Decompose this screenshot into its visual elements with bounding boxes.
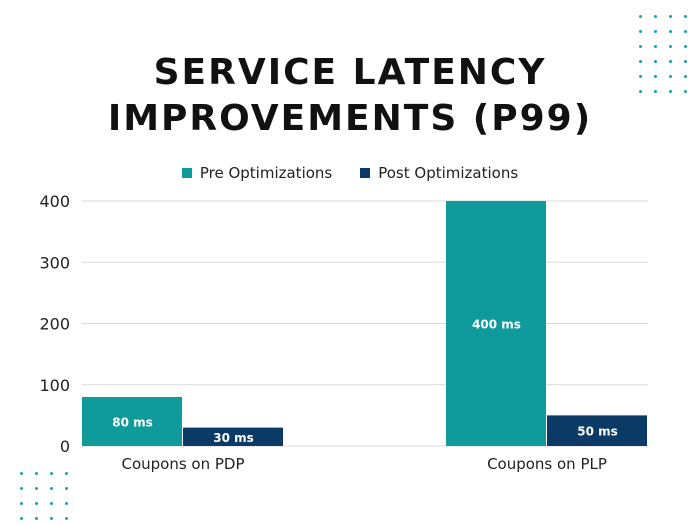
chart-title-line-1: SERVICE LATENCY <box>153 52 547 93</box>
decorative-dot <box>654 15 657 18</box>
data-label: 400 ms <box>472 318 521 332</box>
decorative-dot <box>669 60 672 63</box>
decorative-dot <box>50 502 53 505</box>
bar <box>547 415 647 446</box>
decorative-dot <box>669 45 672 48</box>
decorative-dot <box>684 60 687 63</box>
decorative-dot <box>20 487 23 490</box>
bar <box>82 397 182 446</box>
decorative-dot <box>65 487 68 490</box>
x-tick-label: Coupons on PDP <box>121 455 244 473</box>
decorative-dot <box>20 517 23 520</box>
decorative-dot <box>35 502 38 505</box>
decorative-dot <box>50 517 53 520</box>
decorative-dot <box>50 487 53 490</box>
decorative-dot <box>684 30 687 33</box>
decorative-dot <box>654 60 657 63</box>
legend-item-post: Post Optimizations <box>360 164 518 182</box>
decorative-dot <box>35 517 38 520</box>
decorative-dot <box>65 517 68 520</box>
decorative-dot <box>20 502 23 505</box>
decorative-dot <box>669 90 672 93</box>
legend-swatch-post <box>360 168 371 178</box>
decorative-dot <box>684 90 687 93</box>
y-tick-label: 0 <box>60 437 70 456</box>
decorative-dot <box>669 15 672 18</box>
x-tick-label: Coupons on PLP <box>487 455 607 473</box>
decorative-dot <box>654 30 657 33</box>
decorative-dot <box>50 472 53 475</box>
decorative-dot <box>639 30 642 33</box>
decorative-dot <box>639 75 642 78</box>
data-label: 80 ms <box>112 416 153 430</box>
legend-item-pre: Pre Optimizations <box>181 164 333 182</box>
decorative-dot <box>639 15 642 18</box>
bar <box>183 427 283 446</box>
decorative-dot <box>654 45 657 48</box>
decorative-dot <box>654 75 657 78</box>
data-label: 30 ms <box>213 431 254 445</box>
legend-label-pre: Pre Optimizations <box>199 164 333 182</box>
decorative-dot <box>684 45 687 48</box>
legend-label-post: Post Optimizations <box>378 164 519 182</box>
decorative-dot <box>639 90 642 93</box>
decorative-dot <box>669 30 672 33</box>
legend: Pre Optimizations Post Optimizations <box>0 164 700 182</box>
decorative-dot <box>684 15 687 18</box>
decorative-dot <box>654 90 657 93</box>
decorative-dot <box>684 75 687 78</box>
decorative-dot <box>669 75 672 78</box>
decorative-dot <box>639 45 642 48</box>
decorative-dot <box>65 502 68 505</box>
decorative-dot <box>65 472 68 475</box>
decorative-dot <box>35 487 38 490</box>
decorative-dot <box>639 60 642 63</box>
decorative-dot <box>20 472 23 475</box>
decorative-dot <box>35 472 38 475</box>
data-label: 50 ms <box>577 425 618 439</box>
chart-title: SERVICE LATENCY IMPROVEMENTS (P99) <box>0 50 700 142</box>
y-tick-label: 400 <box>39 192 70 211</box>
chart-title-line-2: IMPROVEMENTS (P99) <box>107 98 593 139</box>
y-tick-label: 200 <box>39 315 70 334</box>
y-tick-label: 100 <box>39 376 70 395</box>
legend-swatch-pre <box>181 168 192 178</box>
bar <box>446 201 546 446</box>
y-tick-label: 300 <box>39 253 70 272</box>
